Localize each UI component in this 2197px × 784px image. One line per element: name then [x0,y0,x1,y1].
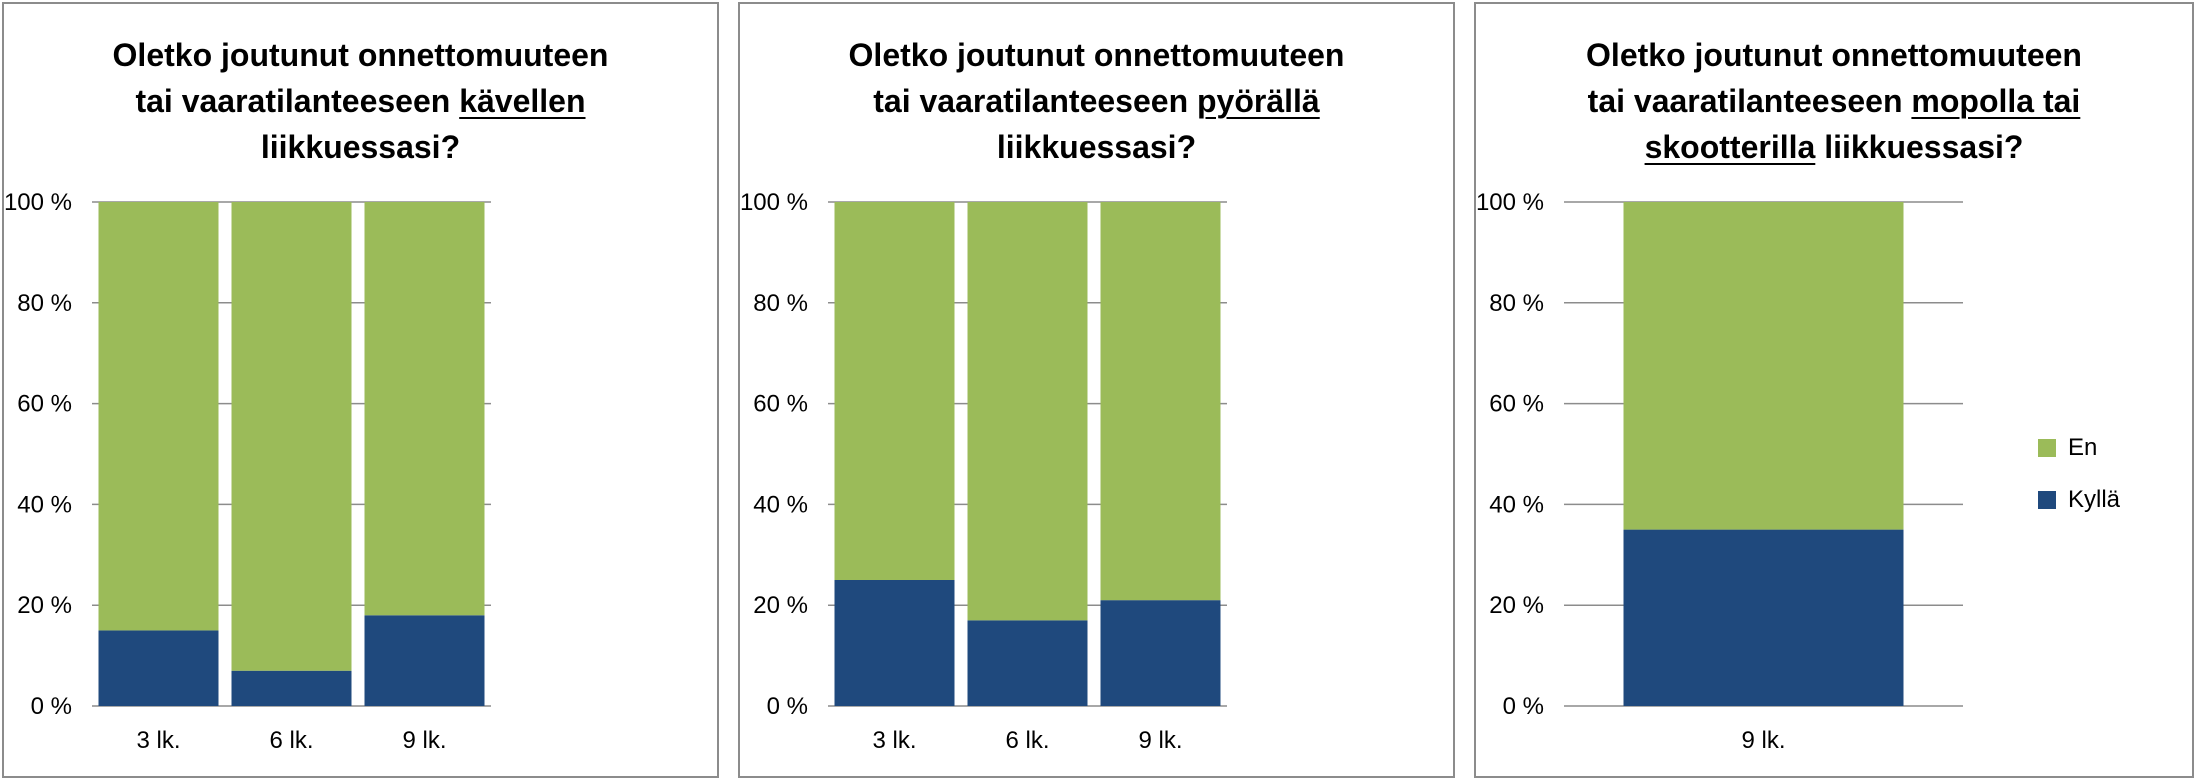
title-emphasis: pyörällä [1197,83,1320,119]
chart-title: Oletko joutunut onnettomuuteen tai vaarat… [740,32,1453,170]
bar-segment-kylla [231,670,352,706]
title-text: tai vaaratilanteeseen [873,83,1197,119]
bar-segment-kylla [834,580,955,706]
title-text: liikkuessasi? [1815,129,2024,165]
chart-plot: 0 % 20 % 40 % 60 % 80 % 100 % 9 lk. [1476,189,1963,754]
chart-title: Oletko joutunut onnettomuuteen tai vaarat… [4,32,717,170]
x-tick-label: 9 lk. [402,727,446,754]
chart-panel-walking: Oletko joutunut onnettomuuteen tai vaarat… [2,2,719,778]
bar-segment-en [231,202,352,671]
bar-segment-en [98,202,219,631]
chart-plot: 0 % 20 % 40 % 60 % 80 % 100 % 3 lk. 6 lk. 9 lk. [740,189,1227,754]
title-text: tai vaaratilanteeseen [1587,83,1912,119]
y-tick-label: 80 % [753,290,808,317]
bar-segment-en [364,202,485,616]
bar-segment-en [1623,202,1904,530]
y-tick-label: 100 % [740,189,808,216]
title-text: liikkuessasi? [996,129,1197,165]
y-tick-label: 100 % [1476,189,1544,216]
bar-segment-kylla [1623,529,1904,706]
title-text: Oletko joutunut onnettomuuteen [1586,37,2082,73]
bar-segment-kylla [98,630,219,706]
y-tick-label: 40 % [753,491,808,518]
title-emphasis: skootterilla [1644,129,1816,165]
y-tick-label: 0 % [31,693,72,720]
title-text: Oletko joutunut onnettomuuteen [112,37,609,73]
legend-item-kylla: Kyllä [2038,486,2120,514]
legend-item-en: En [2038,434,2097,462]
legend-swatch-kylla [2038,491,2056,509]
x-tick-label: 3 lk. [872,727,916,754]
x-tick-label: 3 lk. [136,727,180,754]
y-tick-label: 100 % [4,189,72,216]
title-emphasis: kävellen [459,83,586,119]
x-tick-label: 6 lk. [269,727,313,754]
chart-panel-bicycle: Oletko joutunut onnettomuuteen tai vaarat… [738,2,1455,778]
bar-segment-en [967,202,1088,621]
y-tick-label: 40 % [1489,491,1544,518]
bar-segment-en [834,202,955,580]
y-tick-label: 60 % [17,391,72,418]
y-tick-label: 0 % [1503,693,1544,720]
legend-swatch-en [2038,439,2056,457]
legend-label-en: En [2068,434,2098,461]
x-tick-label: 9 lk. [1138,727,1182,754]
y-tick-label: 0 % [767,693,808,720]
x-tick-label: 6 lk. [1005,727,1049,754]
x-tick-label: 9 lk. [1741,727,1785,754]
y-tick-label: 40 % [17,491,72,518]
title-emphasis: mopolla tai [1911,83,2081,119]
chart-panel-moped: Oletko joutunut onnettomuuteen tai vaarat… [1474,2,2194,778]
y-tick-label: 20 % [17,592,72,619]
chart-plot: 0 % 20 % 40 % 60 % 80 % 100 % 3 lk. 6 lk. 9 lk. [4,189,491,754]
y-tick-label: 60 % [1489,391,1544,418]
bar-segment-kylla [967,620,1088,706]
legend-label-kylla: Kyllä [2068,486,2121,513]
bar-segment-kylla [364,615,485,706]
y-tick-label: 60 % [753,391,808,418]
y-tick-label: 20 % [1489,592,1544,619]
title-text: liikkuessasi? [260,129,461,165]
y-tick-label: 80 % [17,290,72,317]
chart-title: Oletko joutunut onnettomuuteen tai vaarat… [1476,32,2192,170]
title-text: Oletko joutunut onnettomuuteen [848,37,1345,73]
y-tick-label: 80 % [1489,290,1544,317]
title-text: tai vaaratilanteeseen [135,83,460,119]
bar-segment-en [1100,202,1221,601]
bar-segment-kylla [1100,600,1221,706]
y-tick-label: 20 % [753,592,808,619]
